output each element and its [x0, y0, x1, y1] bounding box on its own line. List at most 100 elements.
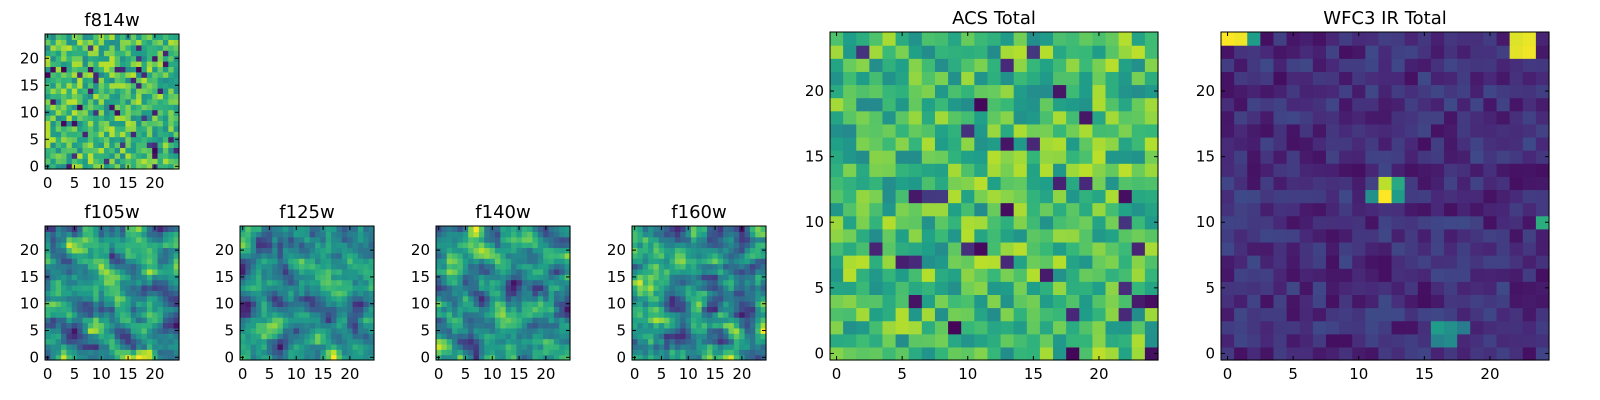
- heatmap-cell: [82, 311, 89, 318]
- heatmap-cell: [653, 338, 660, 345]
- heatmap-cell: [632, 242, 638, 249]
- heatmap-cell: [256, 252, 263, 259]
- heatmap-cell: [441, 301, 448, 307]
- heatmap-cell: [1522, 58, 1537, 72]
- heatmap-cell: [1470, 110, 1484, 125]
- heatmap-cell: [1352, 255, 1366, 269]
- heatmap-cell: [712, 284, 719, 291]
- heatmap-cell: [548, 252, 555, 259]
- heatmap-cell: [298, 317, 305, 324]
- heatmap-cell: [690, 301, 697, 307]
- heatmap-cell: [120, 306, 126, 313]
- heatmap-cell: [93, 327, 100, 334]
- heatmap-cell: [1221, 150, 1235, 164]
- heatmap-cell: [66, 152, 73, 159]
- heatmap-cell: [961, 45, 975, 59]
- heatmap-cell: [304, 226, 311, 232]
- heatmap-cell: [352, 343, 359, 350]
- heatmap-cell: [120, 322, 126, 329]
- heatmap-cell: [341, 226, 348, 232]
- heatmap-cell: [548, 311, 555, 318]
- heatmap-cell: [462, 306, 469, 313]
- heatmap-cell: [1013, 228, 1028, 243]
- heatmap-cell: [648, 226, 655, 232]
- heatmap-cell: [553, 252, 560, 259]
- heatmap-cell: [717, 279, 724, 286]
- heatmap-cell: [564, 317, 571, 324]
- heatmap-cell: [1365, 110, 1380, 125]
- heatmap-cell: [1404, 228, 1419, 243]
- heatmap-cell: [261, 268, 268, 275]
- heatmap-cell: [277, 327, 284, 334]
- heatmap-cell: [632, 231, 638, 238]
- heatmap-cell: [1522, 189, 1537, 204]
- heatmap-cell: [1079, 163, 1093, 177]
- heatmap-cell: [669, 295, 676, 302]
- heatmap-cell: [1352, 58, 1366, 72]
- heatmap-cell: [141, 39, 148, 46]
- heatmap-cell: [1404, 215, 1419, 230]
- heatmap-cell: [548, 295, 555, 302]
- x-tick-label: 20: [340, 365, 359, 383]
- heatmap-cell: [162, 338, 169, 345]
- heatmap-cell: [168, 39, 175, 46]
- heatmap-cell: [1299, 150, 1314, 164]
- heatmap-cell: [537, 226, 544, 232]
- heatmap-cell: [1260, 202, 1275, 217]
- heatmap-cell: [452, 343, 459, 350]
- heatmap-cell: [468, 231, 475, 238]
- heatmap-cell: [1312, 294, 1327, 309]
- heatmap-cell: [1131, 110, 1146, 125]
- heatmap-cell: [1260, 176, 1275, 191]
- heatmap-cell: [642, 354, 649, 361]
- heatmap-cell: [1444, 268, 1458, 282]
- heatmap-cell: [1444, 45, 1458, 59]
- heatmap-cell: [125, 333, 132, 340]
- heatmap-cell: [856, 307, 870, 322]
- heatmap-cell: [136, 98, 143, 105]
- heatmap-cell: [250, 343, 257, 350]
- heatmap-cell: [707, 284, 713, 291]
- heatmap-cell: [98, 279, 105, 286]
- heatmap-cell: [240, 295, 246, 302]
- heatmap-cell: [987, 189, 1002, 204]
- heatmap-cell: [843, 84, 857, 99]
- heatmap-cell: [744, 252, 751, 259]
- heatmap-cell: [50, 104, 57, 111]
- heatmap-cell: [1352, 189, 1366, 204]
- heatmap-cell: [352, 268, 359, 275]
- heatmap-cell: [637, 322, 644, 329]
- heatmap-cell: [1457, 320, 1471, 335]
- heatmap-cell: [516, 247, 523, 254]
- heatmap-cell: [728, 226, 735, 232]
- heatmap-cell: [637, 311, 644, 318]
- heatmap-cell: [462, 258, 469, 265]
- heatmap-cell: [664, 354, 671, 361]
- heatmap-cell: [664, 327, 671, 334]
- heatmap-cell: [468, 327, 475, 334]
- heatmap-cell: [130, 274, 137, 281]
- heatmap-cell: [1430, 58, 1445, 72]
- heatmap-cell: [701, 327, 708, 334]
- heatmap-cell: [87, 82, 94, 89]
- heatmap-cell: [136, 61, 143, 67]
- heatmap-cell: [325, 338, 332, 345]
- heatmap-cell: [658, 295, 665, 302]
- heatmap-cell: [1535, 110, 1550, 125]
- heatmap-cell: [293, 279, 300, 286]
- heatmap-cell: [1470, 176, 1484, 191]
- heatmap-cell: [136, 343, 143, 350]
- heatmap-cell: [157, 295, 164, 302]
- heatmap-cell: [1221, 45, 1235, 59]
- heatmap-cell: [632, 295, 638, 302]
- heatmap-cell: [1118, 45, 1133, 59]
- heatmap-cell: [325, 268, 332, 275]
- heatmap-cell: [157, 55, 164, 62]
- heatmap-cell: [61, 338, 68, 345]
- heatmap-cell: [136, 147, 143, 154]
- x-tick-label: 20: [145, 365, 164, 383]
- heatmap-cell: [1273, 320, 1288, 335]
- heatmap-cell: [277, 226, 284, 232]
- heatmap-cell: [245, 295, 252, 302]
